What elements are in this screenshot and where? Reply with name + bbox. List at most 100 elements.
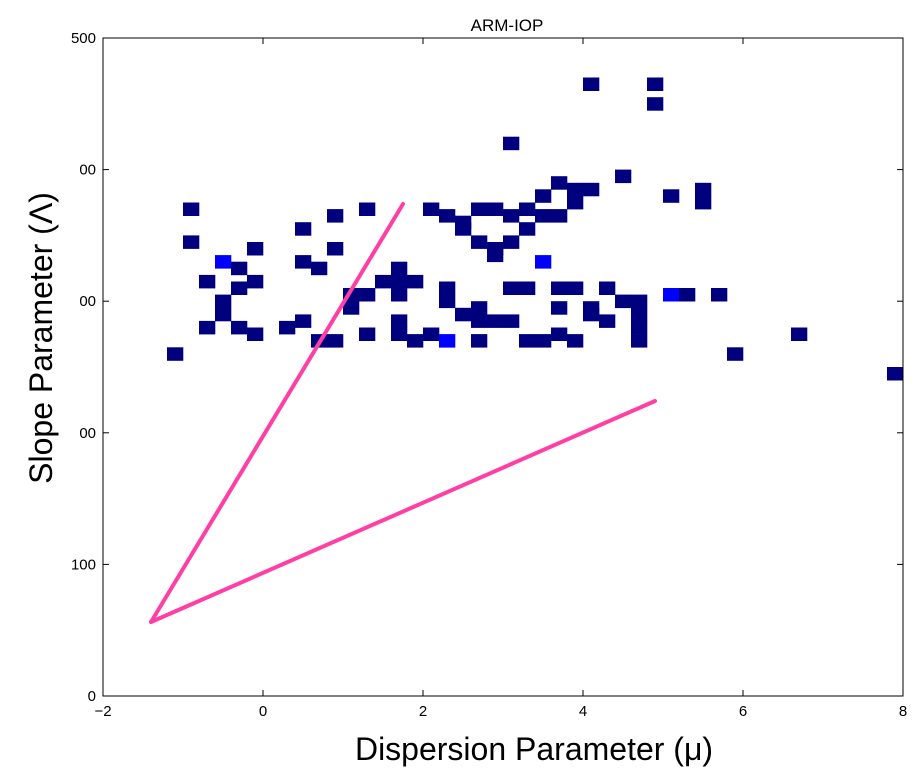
heatmap-cell: [503, 281, 520, 295]
heatmap-cell: [247, 327, 264, 341]
heatmap-cell: [503, 314, 520, 328]
heatmap-cell: [247, 274, 264, 289]
y-tick-label: 00: [79, 162, 96, 179]
x-tick-label: 2: [419, 703, 427, 720]
heatmap-cell: [439, 209, 456, 223]
heatmap-cell: [695, 182, 712, 197]
heatmap-cell: [295, 255, 312, 269]
x-tick-label: 4: [579, 703, 587, 720]
heatmap-cell: [167, 347, 184, 361]
y-tick-label: 100: [71, 556, 96, 573]
heatmap-cell: [615, 169, 632, 184]
heatmap-cell: [199, 320, 216, 335]
heatmap-cells: [167, 77, 904, 381]
heatmap-cell: [247, 242, 264, 256]
heatmap-cell: [215, 307, 232, 322]
heatmap-cell: [423, 327, 440, 341]
heatmap-cell: [487, 202, 504, 216]
heatmap-cell: [599, 314, 616, 328]
heatmap-cell: [231, 261, 248, 276]
x-axis-ticks: −2 0 2 4 6 8: [94, 38, 907, 720]
annotations: [149, 202, 657, 624]
heatmap-cell: [631, 334, 648, 348]
heatmap-cell: [231, 281, 248, 295]
heatmap-cell: [327, 242, 344, 256]
heatmap-cell: [519, 334, 536, 348]
heatmap-cell: [631, 307, 648, 322]
heatmap-cell: [407, 334, 424, 348]
heatmap-cell: [327, 334, 344, 348]
heatmap-cell: [215, 255, 232, 269]
heatmap-cell: [535, 334, 552, 348]
heatmap-cell: [455, 222, 472, 236]
heatmap-cell: [199, 274, 216, 289]
heatmap-cell: [663, 189, 680, 203]
heatmap-cell: [503, 209, 520, 223]
heatmap-cell: [391, 261, 408, 276]
heatmap-cell: [631, 294, 648, 309]
heatmap-cell: [391, 288, 408, 302]
heatmap-cell: [503, 136, 520, 151]
y-axis-ticks: 0 100 00 00 00 500: [71, 30, 903, 705]
heatmap-cell: [471, 334, 488, 348]
heatmap-cell: [535, 209, 552, 223]
heatmap-cell: [583, 307, 600, 322]
heatmap-cell: [551, 301, 568, 315]
heatmap-cell: [439, 281, 456, 295]
heatmap-cell: [439, 294, 456, 309]
y-tick-label: 00: [79, 425, 96, 442]
heatmap-cell: [599, 281, 616, 295]
x-tick-label: −2: [94, 703, 111, 720]
heatmap-cell: [407, 274, 424, 289]
heatmap-cell: [359, 202, 376, 216]
heatmap-cell: [391, 274, 408, 289]
heatmap-cell: [183, 235, 200, 249]
heatmap-cell: [727, 347, 744, 361]
heatmap-cell: [631, 320, 648, 335]
heatmap-cell: [567, 195, 584, 210]
x-tick-label: 8: [899, 703, 907, 720]
heatmap-cell: [567, 281, 584, 295]
heatmap-cell: [327, 209, 344, 223]
heatmap-cell: [551, 176, 568, 190]
heatmap-cell: [615, 294, 632, 309]
heatmap-cell: [215, 294, 232, 309]
heatmap-cell: [183, 202, 200, 216]
heatmap-cell: [359, 288, 376, 302]
heatmap-cell: [647, 77, 664, 91]
y-tick-label: 500: [71, 30, 96, 47]
plot-frame: [102, 37, 904, 697]
heatmap-cell: [391, 327, 408, 341]
heatmap-cell: [359, 327, 376, 341]
upper-guide-line: [149, 202, 405, 624]
heatmap-cell: [279, 320, 296, 335]
x-tick-label: 6: [739, 703, 747, 720]
heatmap-cell: [535, 189, 552, 203]
heatmap-cell: [311, 261, 328, 276]
x-tick-label: 0: [259, 703, 267, 720]
heatmap-cell: [519, 281, 536, 295]
heatmap-cell: [471, 314, 488, 328]
heatmap-cell: [567, 334, 584, 348]
heatmap-cell: [551, 281, 568, 295]
heatmap-cell: [455, 307, 472, 322]
heatmap-cell: [695, 195, 712, 210]
heatmap-cell: [887, 367, 904, 381]
heatmap-cell: [295, 222, 312, 236]
y-tick-label: 00: [79, 293, 96, 310]
heatmap-cell: [423, 202, 440, 216]
heatmap-cell: [471, 202, 488, 216]
heatmap-cell: [663, 288, 680, 302]
heatmap-cell: [791, 327, 808, 341]
heatmap-cell: [471, 235, 488, 249]
chart-title: ARM-IOP: [471, 16, 544, 35]
heatmap-cell: [711, 288, 728, 302]
lower-guide-line: [149, 399, 657, 624]
heatmap-cell: [391, 314, 408, 328]
heatmap-cell: [295, 314, 312, 328]
heatmap-cell: [583, 77, 600, 91]
heatmap-cell: [583, 182, 600, 197]
heatmap-cell: [519, 202, 536, 216]
heatmap-cell: [535, 255, 552, 269]
